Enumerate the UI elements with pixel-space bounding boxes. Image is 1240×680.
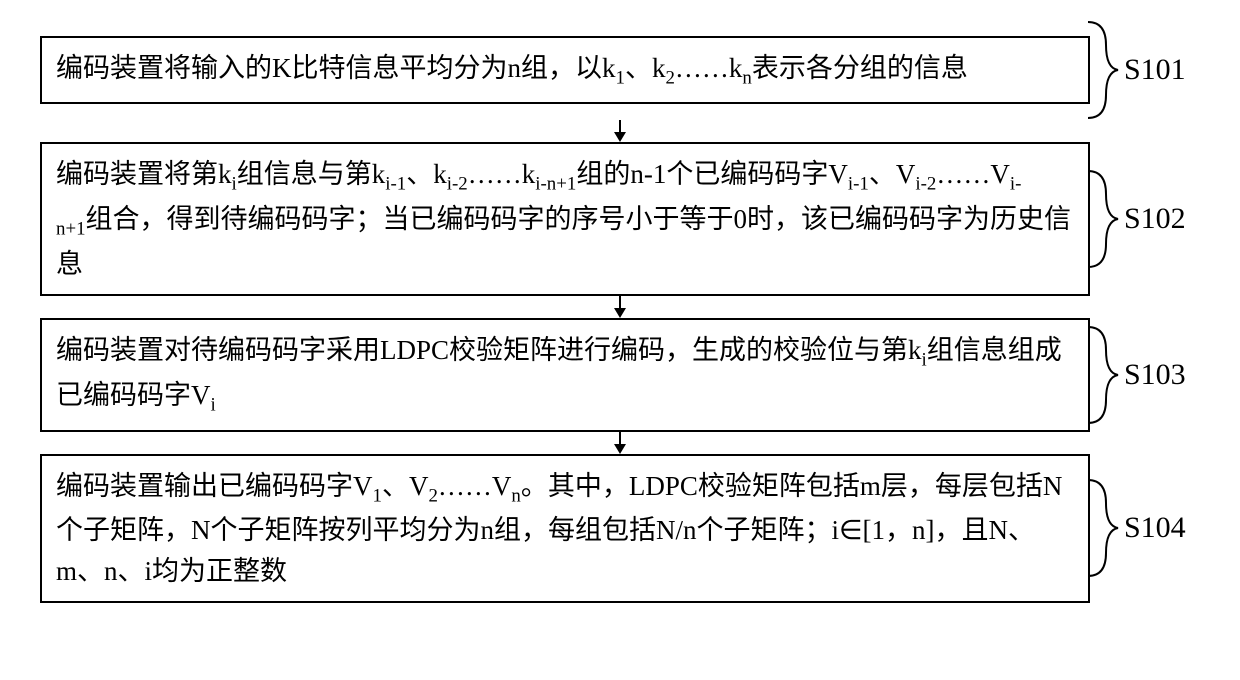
step-box-s104: 编码装置输出已编码码字V1、V2……Vn。其中，LDPC校验矩阵包括m层，每层包… <box>40 454 1090 604</box>
step-label: S102 <box>1124 202 1186 236</box>
arrow-icon <box>610 120 630 142</box>
step-text: 编码装置输出已编码码字V1、V2……Vn。其中，LDPC校验矩阵包括m层，每层包… <box>56 471 1062 586</box>
arrow-icon <box>610 296 630 318</box>
arrow-icon <box>610 432 630 454</box>
step-text: 编码装置将第ki组信息与第ki-1、ki-2……ki-n+1组的n-1个已编码码… <box>56 159 1071 279</box>
step-label: S101 <box>1124 53 1186 87</box>
flowchart-container: 编码装置将输入的K比特信息平均分为n组，以k1、k2……kn表示各分组的信息 S… <box>40 20 1200 603</box>
flowchart-step: 编码装置将第ki组信息与第ki-1、ki-2……ki-n+1组的n-1个已编码码… <box>40 142 1200 296</box>
step-text: 编码装置对待编码码字采用LDPC校验矩阵进行编码，生成的校验位与第ki组信息组成… <box>56 335 1062 410</box>
step-text: 编码装置将输入的K比特信息平均分为n组，以k1、k2……kn表示各分组的信息 <box>56 53 968 83</box>
brace-icon <box>1088 325 1120 425</box>
flowchart-step: 编码装置输出已编码码字V1、V2……Vn。其中，LDPC校验矩阵包括m层，每层包… <box>40 454 1200 604</box>
step-label-wrap: S104 <box>1088 478 1186 578</box>
step-box-s101: 编码装置将输入的K比特信息平均分为n组，以k1、k2……kn表示各分组的信息 <box>40 36 1090 105</box>
step-box-s102: 编码装置将第ki组信息与第ki-1、ki-2……ki-n+1组的n-1个已编码码… <box>40 142 1090 296</box>
step-label-wrap: S103 <box>1088 325 1186 425</box>
brace-icon <box>1088 478 1120 578</box>
brace-icon <box>1088 20 1120 120</box>
step-label: S103 <box>1124 358 1186 392</box>
flowchart-step: 编码装置对待编码码字采用LDPC校验矩阵进行编码，生成的校验位与第ki组信息组成… <box>40 318 1200 432</box>
brace-icon <box>1088 169 1120 269</box>
step-box-s103: 编码装置对待编码码字采用LDPC校验矩阵进行编码，生成的校验位与第ki组信息组成… <box>40 318 1090 432</box>
flowchart-step: 编码装置将输入的K比特信息平均分为n组，以k1、k2……kn表示各分组的信息 S… <box>40 20 1200 120</box>
step-label: S104 <box>1124 511 1186 545</box>
step-label-wrap: S101 <box>1088 20 1186 120</box>
step-label-wrap: S102 <box>1088 169 1186 269</box>
